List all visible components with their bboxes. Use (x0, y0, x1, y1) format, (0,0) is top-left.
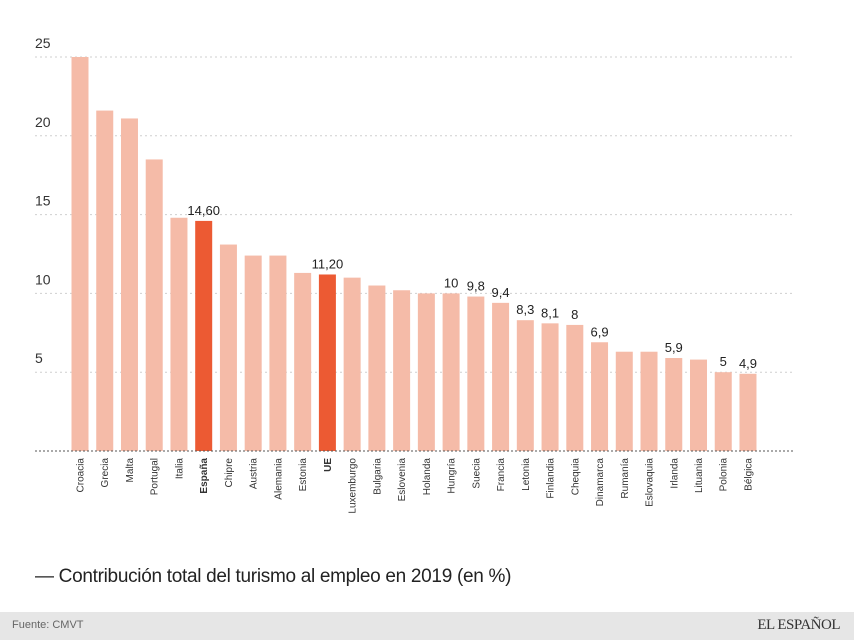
x-tick-label: Bulgaria (372, 458, 383, 495)
bar-españa (195, 220, 213, 451)
bar-eslovenia (393, 290, 411, 451)
el-espanol-logo: EL ESPAÑOL (757, 617, 840, 633)
x-tick-label: Eslovenia (397, 458, 408, 502)
data-label: 5 (720, 354, 727, 369)
bar-chequia (566, 324, 584, 451)
bar-finlandia (541, 323, 559, 451)
source-text: Fuente: CMVT (12, 619, 84, 631)
x-tick-label: Polonia (719, 458, 730, 492)
bar-croacia (71, 57, 89, 451)
y-tick-label: 10 (35, 271, 51, 287)
data-label: 8 (571, 307, 578, 322)
bar-dinamarca (591, 342, 609, 451)
y-tick-label: 5 (35, 350, 43, 366)
bar-polonia (714, 372, 732, 451)
x-tick-label: Alemania (273, 458, 284, 500)
bar-portugal (145, 159, 163, 451)
data-label: 9,4 (492, 285, 510, 300)
data-label: 4,9 (739, 356, 757, 371)
data-label: 6,9 (591, 324, 609, 339)
x-tick-label: Eslovaquia (645, 458, 656, 507)
bar-luxemburgo (343, 277, 361, 451)
x-tick-label: Rumanía (620, 458, 631, 499)
x-tick-label: Hungría (447, 458, 458, 494)
bar-alemania (269, 255, 287, 451)
x-tick-label: Portugal (150, 458, 161, 495)
bar-hungría (442, 293, 460, 451)
bar-bulgaria (368, 285, 386, 451)
x-tick-label: Grecia (100, 458, 111, 488)
data-label: 5,9 (665, 340, 683, 355)
x-tick-label: Letonia (521, 458, 532, 491)
x-tick-label: Estonia (298, 458, 309, 492)
bar-italia (170, 217, 188, 451)
data-label: 11,20 (312, 256, 344, 271)
bar-francia (492, 302, 510, 451)
bar-chipre (219, 244, 237, 451)
y-tick-label: 15 (35, 193, 51, 209)
bar-eslovaquia (640, 351, 658, 451)
data-label: 14,60 (187, 203, 220, 218)
x-tick-label: Lituania (694, 458, 705, 493)
bar-rumanía (615, 351, 633, 451)
x-tick-label: Holanda (422, 458, 433, 496)
bar-bélgica (739, 373, 757, 451)
x-tick-label: España (199, 458, 210, 494)
bar-estonia (294, 272, 312, 451)
chart-title: — Contribución total del turismo al empl… (35, 566, 512, 587)
x-tick-label: UE (323, 458, 334, 472)
x-tick-label: Bélgica (743, 458, 754, 491)
x-tick-label: Suecia (471, 458, 482, 489)
x-tick-label: Dinamarca (595, 458, 606, 507)
x-tick-label: Austria (249, 458, 260, 490)
bar-lituania (690, 359, 707, 451)
data-label: 8,3 (516, 302, 534, 317)
bar-grecia (96, 110, 114, 452)
x-tick-label: Malta (125, 458, 136, 483)
bar-irlanda (665, 358, 683, 451)
x-tick-label: Chipre (224, 458, 235, 488)
footer: Fuente: CMVT EL ESPAÑOL (0, 612, 854, 640)
data-label: 9,8 (467, 279, 485, 294)
x-tick-label: Italia (174, 458, 185, 480)
y-tick-label: 20 (35, 114, 51, 130)
bar-suecia (467, 296, 485, 451)
bar-ue (318, 274, 336, 451)
bar-holanda (417, 293, 435, 451)
bar-austria (244, 255, 262, 451)
x-tick-label: Irlanda (669, 458, 680, 489)
data-label: 10 (444, 275, 458, 290)
bar-letonia (516, 320, 534, 451)
x-tick-label: Francia (496, 458, 507, 492)
x-tick-label: Luxemburgo (348, 458, 359, 514)
x-tick-label: Chequia (570, 458, 581, 496)
x-tick-label: Croacia (76, 458, 87, 493)
x-tick-label: Finlandia (546, 458, 557, 499)
bar-malta (120, 118, 138, 452)
y-tick-label: 25 (35, 35, 51, 51)
bar-chart: 5 10 15 20 25 Croacia Grecia Malta Portugal Itali… (35, 35, 795, 514)
data-label: 8,1 (541, 305, 559, 320)
